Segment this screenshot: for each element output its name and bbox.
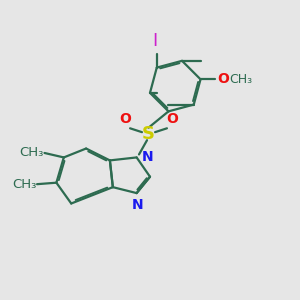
Text: O: O: [217, 72, 229, 86]
Text: S: S: [142, 125, 155, 143]
Text: CH₃: CH₃: [19, 146, 44, 160]
Text: CH₃: CH₃: [230, 73, 253, 86]
Text: N: N: [142, 149, 154, 164]
Text: N: N: [131, 198, 143, 212]
Text: O: O: [167, 112, 178, 126]
Text: O: O: [119, 112, 131, 126]
Text: CH₃: CH₃: [12, 178, 36, 191]
Text: I: I: [153, 32, 158, 50]
